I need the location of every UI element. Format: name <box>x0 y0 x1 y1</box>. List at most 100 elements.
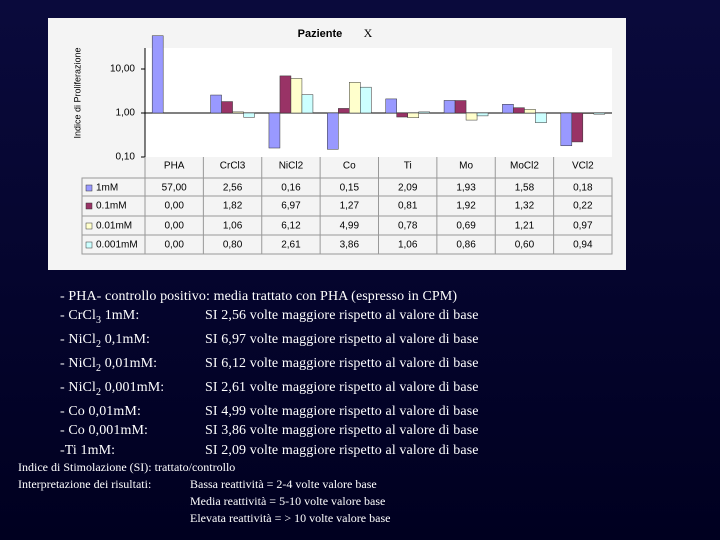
label-part: - CrCl <box>60 308 96 324</box>
table-value: 0,15 <box>340 183 360 194</box>
table-value: 57,00 <box>162 183 187 194</box>
bar <box>360 86 372 114</box>
bar <box>454 100 467 114</box>
bar <box>396 112 408 118</box>
label-part: 1mM: <box>101 308 140 324</box>
table-value: 0,94 <box>573 240 593 251</box>
bar <box>502 104 514 114</box>
result-label: -Ti 1mM: <box>60 441 205 460</box>
results-intro: - PHA- controllo positivo: media trattat… <box>60 289 458 304</box>
table-value: 0,97 <box>573 221 593 232</box>
table-value: 0,18 <box>573 183 593 194</box>
table-value: 4,99 <box>340 221 360 232</box>
table-value: 2,61 <box>281 240 301 251</box>
bar <box>582 112 595 114</box>
result-text: SI 4,99 volte maggiore rispetto al valor… <box>205 404 479 420</box>
legend-label: 0.1mM <box>96 201 127 212</box>
label-part: - Co 0,01mM: <box>60 404 141 420</box>
bar <box>407 112 419 118</box>
table-value: 1,27 <box>340 201 360 212</box>
results: - PHA- controllo positivo: media trattat… <box>60 287 479 460</box>
bar <box>418 111 430 114</box>
chart-title: Paziente <box>298 28 343 40</box>
legend-swatch <box>85 222 93 230</box>
result-text: SI 3,86 volte maggiore rispetto al valor… <box>205 423 479 439</box>
result-label: - NiCl2 0,1mM: <box>60 330 205 354</box>
label-part: -Ti 1mM: <box>60 442 116 458</box>
result-label: - NiCl2 0,001mM: <box>60 378 205 402</box>
bar <box>524 109 536 114</box>
label-part: 2 <box>96 363 102 374</box>
result-label: - CrCl3 1mM: <box>60 306 205 330</box>
table-value: 1,93 <box>456 183 476 194</box>
label-part: 0,01mM: <box>101 356 158 372</box>
label-part: 2 <box>96 339 102 350</box>
bar <box>465 112 478 121</box>
result-text: SI 6,12 volte maggiore rispetto al valor… <box>205 356 479 372</box>
table-value: 1,32 <box>515 201 535 212</box>
table-value: 1,82 <box>223 201 243 212</box>
legend-label: 1mM <box>96 183 118 194</box>
result-line: -Ti 1mM: SI 2,09 volte maggiore rispetto … <box>60 441 479 460</box>
table-value: 0,60 <box>515 240 535 251</box>
legend-swatch <box>85 241 93 249</box>
bar <box>301 94 314 114</box>
result-line: - Co 0,01mM: SI 4,99 volte maggiore rispe… <box>60 402 479 421</box>
result-line: - CrCl3 1mM: SI 2,56 volte maggiore rispe… <box>60 306 479 330</box>
x-tick-label: PHA <box>164 161 185 172</box>
table-value: 0,81 <box>398 201 418 212</box>
result-line: - NiCl2 0,1mM: SI 6,97 volte maggiore ris… <box>60 330 479 354</box>
results-lines: - CrCl3 1mM: SI 2,56 volte maggiore rispe… <box>60 306 479 460</box>
x-tick-label: MoCl2 <box>510 161 539 172</box>
x-tick-label: Co <box>343 161 356 172</box>
x-tick-label: NiCl2 <box>279 161 304 172</box>
table-value: 0,86 <box>456 240 476 251</box>
table-value: 3,86 <box>340 240 360 251</box>
result-label: - NiCl2 0,01mM: <box>60 354 205 378</box>
table-value: 0,16 <box>281 183 301 194</box>
bar <box>151 35 164 114</box>
legend-label: 0.01mM <box>96 221 132 232</box>
result-text: SI 6,97 volte maggiore rispetto al valor… <box>205 332 479 348</box>
bar <box>268 112 281 149</box>
bar <box>243 112 255 118</box>
table-value: 0,00 <box>164 221 184 232</box>
bar <box>571 112 584 143</box>
bar <box>279 75 292 114</box>
y-tick-label: 10,00 <box>110 64 135 75</box>
table-value: 0,22 <box>573 201 593 212</box>
legend-swatch <box>85 184 93 192</box>
table-value: 6,97 <box>281 201 301 212</box>
bar <box>513 107 525 114</box>
table-value: 0,69 <box>456 221 476 232</box>
legend-swatch <box>85 202 93 210</box>
label-part: 0,1mM: <box>101 332 151 348</box>
result-text: SI 2,09 volte maggiore rispetto al valor… <box>205 442 479 458</box>
result-line: - Co 0,001mM: SI 3,86 volte maggiore risp… <box>60 421 479 440</box>
y-tick-label: 1,00 <box>116 108 136 119</box>
y-tick-label: 0,10 <box>116 152 136 163</box>
label-part: 3 <box>96 315 102 326</box>
result-line: - NiCl2 0,01mM: SI 6,12 volte maggiore ri… <box>60 354 479 378</box>
bar <box>593 112 606 115</box>
bar <box>221 101 233 114</box>
table-value: 1,58 <box>515 183 535 194</box>
notes: Indice di Stimolazione (SI): trattato/co… <box>18 459 390 527</box>
table-value: 1,21 <box>515 221 535 232</box>
table-value: 1,06 <box>223 221 243 232</box>
label-part: - NiCl <box>60 332 96 348</box>
bar <box>535 112 547 124</box>
table-value: 1,06 <box>398 240 418 251</box>
table-value: 2,09 <box>398 183 418 194</box>
bar <box>443 100 456 114</box>
level: Media reattività = 5-10 volte valore bas… <box>190 494 386 508</box>
chart: Paziente X Indice di Proliferazione 10,0… <box>48 18 626 270</box>
table-value: 2,56 <box>223 183 243 194</box>
table-value: 0,00 <box>164 240 184 251</box>
level: Elevata reattività = > 10 volte valore b… <box>190 511 391 525</box>
chart-subtitle: X <box>364 26 373 40</box>
table-value: 6,12 <box>281 221 301 232</box>
label-part: 2 <box>96 387 102 398</box>
table-value: 1,92 <box>456 201 476 212</box>
definition: Indice di Stimolazione (SI): trattato/co… <box>18 460 236 474</box>
